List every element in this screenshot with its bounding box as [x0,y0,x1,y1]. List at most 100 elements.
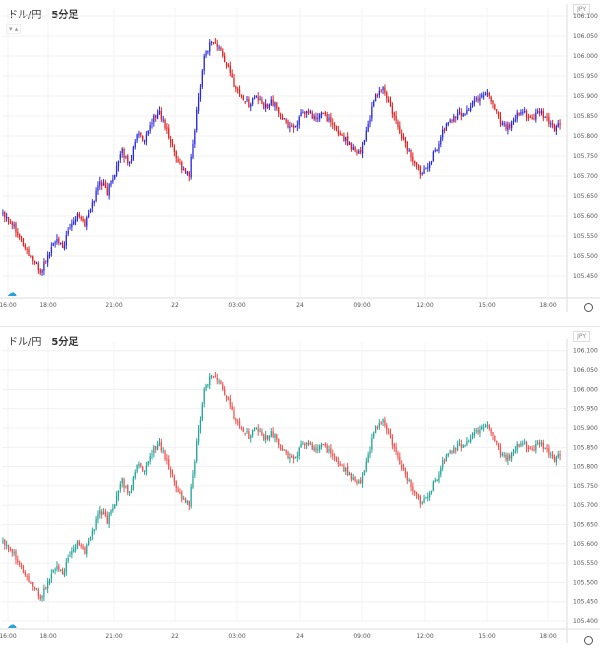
candle-body [138,133,140,136]
settings-gear-icon[interactable] [584,636,593,645]
candle-body [531,117,533,120]
indicator-toggle[interactable]: ▾ ▴ [6,24,22,34]
candle-body [451,120,453,122]
candle-body [209,42,211,52]
candle-body [175,481,177,488]
candle-body [384,87,386,94]
candle-body [484,426,487,428]
candlestick-chart-top[interactable]: 106.100 106.050 106.000 105.950 105.900 105.8… [0,0,600,318]
candle-body [7,217,10,221]
candle-body [292,125,295,128]
candle-body [510,121,513,129]
candle-body [512,120,515,122]
candle-body [365,130,367,141]
candle-body [345,136,347,142]
y-tick-label: 105.450 [573,599,598,606]
settings-gear-icon[interactable] [584,303,593,312]
candle-body [307,111,310,114]
chart-panel-top[interactable]: ドル/円 5分足 ▾ ▴ JPY 106.100 106.050 106.000 105… [0,0,600,318]
candle-body [168,128,170,139]
candle-body [136,465,138,472]
candle-body [233,410,235,420]
candle-body [551,454,554,458]
candle-body [367,454,369,463]
candle-body [30,256,32,258]
candle-body [445,123,448,130]
candle-body [453,115,455,122]
candle-body [484,94,487,96]
candle-body [199,419,202,430]
candle-body [76,541,79,547]
y-tick-label: 105.950 [573,406,598,413]
candle-body [205,384,207,390]
candle-body [289,126,291,128]
candle-body [537,111,539,113]
candle-body [86,216,88,227]
candle-body [52,570,54,573]
candle-body [142,135,144,141]
candle-body [503,123,505,125]
candle-body [309,442,312,445]
candle-body [86,544,88,554]
candle-body [74,546,77,550]
candle-body [177,159,179,163]
x-tick-label: 09:00 [353,302,370,309]
candle-body [248,431,250,439]
candle-body [339,463,341,466]
candle-body [309,111,312,113]
candle-body [335,125,338,130]
candle-body [473,100,476,104]
candle-body [475,430,477,432]
candle-body [104,182,107,188]
candle-body [548,116,550,124]
candle-body [22,565,25,573]
candle-body [192,144,194,158]
candle-body [471,102,474,107]
candle-body [524,442,526,444]
candle-body [128,161,131,164]
candle-body [320,112,323,116]
candle-body [175,151,177,159]
x-tick-label: 24 [296,302,304,309]
candle-body [479,97,481,102]
candle-body [481,426,483,430]
x-tick-label: 03:00 [228,633,245,640]
y-tick-label: 105.750 [573,483,598,490]
x-tick-label: 18:00 [39,633,56,640]
candle-body [382,86,384,91]
candle-body [540,442,543,445]
candle-body [497,443,500,448]
chart-panel-bottom[interactable]: ドル/円 5分足 JPY 106.100 106.050 106.000 105.950… [0,326,600,652]
candle-body [559,454,561,456]
y-tick-label: 105.650 [573,521,598,528]
x-tick-label: 16:00 [0,633,17,640]
y-tick-label: 105.900 [573,425,598,432]
candle-body [419,496,421,504]
y-tick-label: 105.700 [573,173,598,180]
candle-body [212,376,215,378]
candle-body [151,123,153,125]
candle-body [19,561,21,565]
candle-body [538,442,541,445]
candle-body [356,151,358,154]
candle-body [248,99,250,108]
candle-body [363,139,366,145]
candle-body [222,50,224,56]
candle-body [35,588,38,590]
candle-body [266,435,269,439]
candle-body [73,549,75,552]
candle-body [24,571,26,575]
candle-body [496,440,498,443]
candle-body [527,448,530,450]
candle-body [225,396,228,399]
candle-body [496,109,498,112]
candle-body [225,62,228,66]
candlestick-chart-bottom[interactable]: 106.100 106.050 106.000 105.950 105.900 105.8… [0,327,600,652]
candle-body [402,468,405,470]
y-tick-label: 106.100 [573,348,598,355]
candle-body [253,98,256,100]
candle-body [32,582,34,587]
candle-body [218,381,220,383]
candle-body [132,147,135,160]
candle-body [246,430,248,433]
